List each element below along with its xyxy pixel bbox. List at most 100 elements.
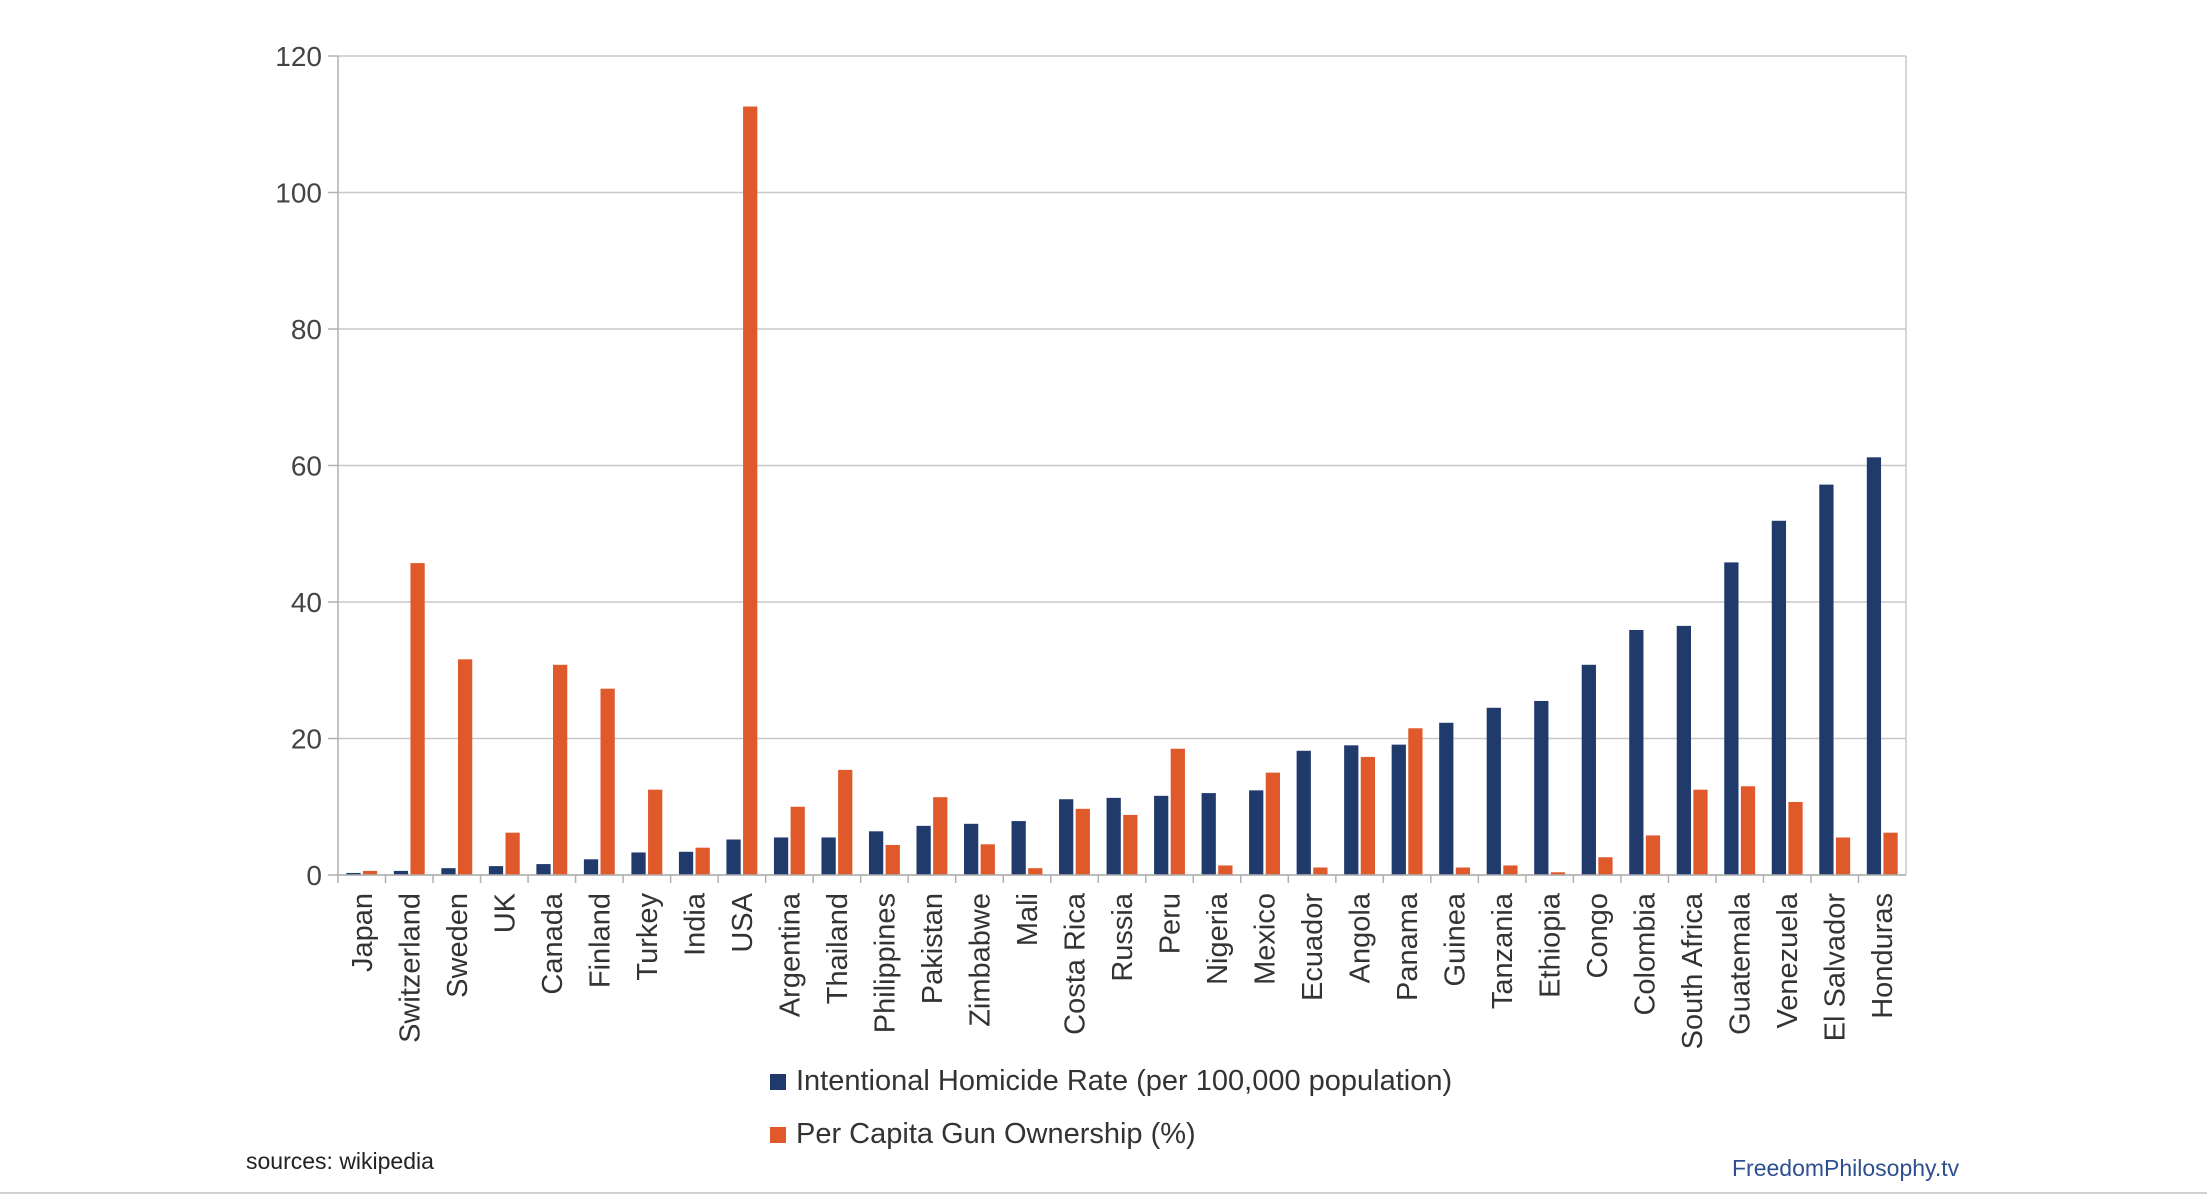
legend: Intentional Homicide Rate (per 100,000 p…	[770, 1065, 1452, 1150]
bar-homicide-nigeria	[1201, 793, 1216, 875]
bar-gun-venezuela	[1788, 801, 1803, 875]
legend-label-gun: Per Capita Gun Ownership (%)	[796, 1118, 1196, 1150]
x-tick-label: Tanzania	[1487, 892, 1519, 1009]
y-tick-label: 100	[275, 178, 322, 209]
bar-homicide-thailand	[821, 837, 836, 875]
x-tick-label: UK	[489, 892, 521, 933]
bar-homicide-usa	[726, 839, 741, 875]
x-tick-label: Finland	[584, 893, 616, 988]
bar-gun-russia	[1123, 814, 1138, 875]
legend-swatch-homicide	[770, 1074, 786, 1090]
bar-gun-usa	[743, 106, 758, 875]
x-tick-label: Canada	[537, 892, 569, 994]
bar-gun-india	[695, 847, 710, 875]
x-tick-label: Ethiopia	[1535, 892, 1567, 998]
bar-homicide-honduras	[1866, 457, 1882, 875]
y-tick-label: 60	[291, 451, 322, 482]
bar-homicide-panama	[1391, 744, 1406, 875]
x-tick-label: Venezuela	[1772, 892, 1804, 1028]
legend-label-homicide: Intentional Homicide Rate (per 100,000 p…	[796, 1065, 1452, 1097]
x-tick-label: Costa Rica	[1059, 892, 1091, 1035]
bar-gun-pakistan	[933, 797, 948, 875]
bar-homicide-mali	[1011, 821, 1026, 875]
bar-homicide-peru	[1154, 795, 1169, 875]
bar-gun-turkey	[648, 789, 663, 875]
bar-homicide-ethiopia	[1534, 700, 1549, 875]
bar-homicide-pakistan	[916, 825, 931, 875]
bar-gun-angola	[1360, 756, 1376, 875]
x-tick-label: Peru	[1155, 893, 1187, 954]
bar-homicide-sweden	[441, 868, 456, 875]
x-tick-label: Congo	[1582, 893, 1614, 978]
bar-homicide-congo	[1581, 664, 1596, 875]
bar-gun-canada	[553, 664, 568, 875]
bar-homicide-india	[678, 851, 694, 875]
x-tick-label: Nigeria	[1202, 892, 1234, 985]
y-tick-label: 120	[275, 41, 322, 72]
bar-homicide-ecuador	[1296, 750, 1311, 875]
x-tick-label: Mali	[1012, 893, 1044, 946]
bar-homicide-turkey	[631, 852, 646, 875]
bar-gun-costa-rica	[1075, 808, 1090, 875]
bar-homicide-venezuela	[1771, 520, 1787, 875]
brand-link[interactable]: FreedomPhilosophy.tv	[1732, 1155, 1960, 1181]
x-tick-label: Thailand	[822, 893, 854, 1004]
x-tick-label: Philippines	[869, 893, 901, 1033]
bar-gun-honduras	[1883, 832, 1898, 875]
x-tick-label: Guatemala	[1725, 892, 1757, 1035]
bar-homicide-tanzania	[1486, 707, 1501, 875]
x-tick-label: Mexico	[1250, 893, 1282, 985]
bar-gun-colombia	[1645, 835, 1661, 875]
gridlines	[328, 55, 1906, 876]
bars	[346, 106, 1898, 876]
bar-homicide-philippines	[868, 831, 884, 875]
bar-gun-argentina	[790, 806, 805, 875]
bar-gun-guinea	[1455, 867, 1471, 875]
bar-homicide-angola	[1344, 745, 1359, 875]
bar-gun-el-salvador	[1835, 837, 1851, 875]
bar-gun-panama	[1408, 728, 1423, 875]
x-tick-label: USA	[727, 892, 759, 952]
x-tick-label: Russia	[1107, 892, 1139, 982]
bar-gun-guatemala	[1740, 786, 1756, 875]
axes	[337, 56, 1907, 883]
bar-gun-japan	[362, 870, 378, 875]
x-tick-label: Guinea	[1440, 892, 1472, 986]
bar-gun-congo	[1598, 857, 1613, 875]
bar-homicide-russia	[1106, 797, 1121, 875]
y-tick-label: 40	[291, 587, 322, 618]
bar-homicide-uk	[488, 866, 504, 875]
x-tick-label: Pakistan	[917, 893, 949, 1004]
bar-homicide-guatemala	[1724, 562, 1739, 875]
x-tick-label: Colombia	[1630, 892, 1662, 1015]
bar-homicide-guinea	[1439, 722, 1454, 875]
bar-gun-south-africa	[1693, 789, 1708, 875]
x-tick-label: Turkey	[632, 893, 664, 981]
bar-gun-thailand	[838, 769, 853, 875]
x-tick-label: Angola	[1345, 892, 1377, 983]
x-tick-label: Zimbabwe	[964, 893, 996, 1027]
x-tick-label: Honduras	[1867, 893, 1899, 1019]
bar-gun-zimbabwe	[980, 844, 995, 875]
y-tick-label: 0	[306, 860, 322, 891]
bar-gun-mexico	[1265, 772, 1280, 876]
x-tick-label: Panama	[1392, 892, 1424, 1001]
bar-gun-uk	[505, 832, 520, 875]
bar-gun-ecuador	[1313, 867, 1328, 875]
bar-gun-ethiopia	[1550, 872, 1566, 875]
bar-gun-mali	[1028, 868, 1043, 875]
y-tick-label: 20	[291, 724, 322, 755]
x-tick-label: Sweden	[442, 893, 474, 998]
bar-homicide-costa-rica	[1059, 799, 1074, 875]
y-tick-label: 80	[291, 314, 322, 345]
source-note: sources: wikipedia	[246, 1148, 434, 1174]
bar-homicide-zimbabwe	[964, 823, 979, 875]
x-tick-label: Japan	[347, 893, 379, 972]
bar-gun-tanzania	[1503, 865, 1518, 875]
bar-gun-peru	[1170, 748, 1185, 875]
bar-homicide-argentina	[773, 837, 789, 875]
x-tick-label: Ecuador	[1297, 893, 1329, 1001]
x-axis-ticks: Japan Switzerland Sweden UK Canada Finland Tur…	[347, 892, 1899, 1049]
bar-homicide-japan	[346, 872, 361, 875]
